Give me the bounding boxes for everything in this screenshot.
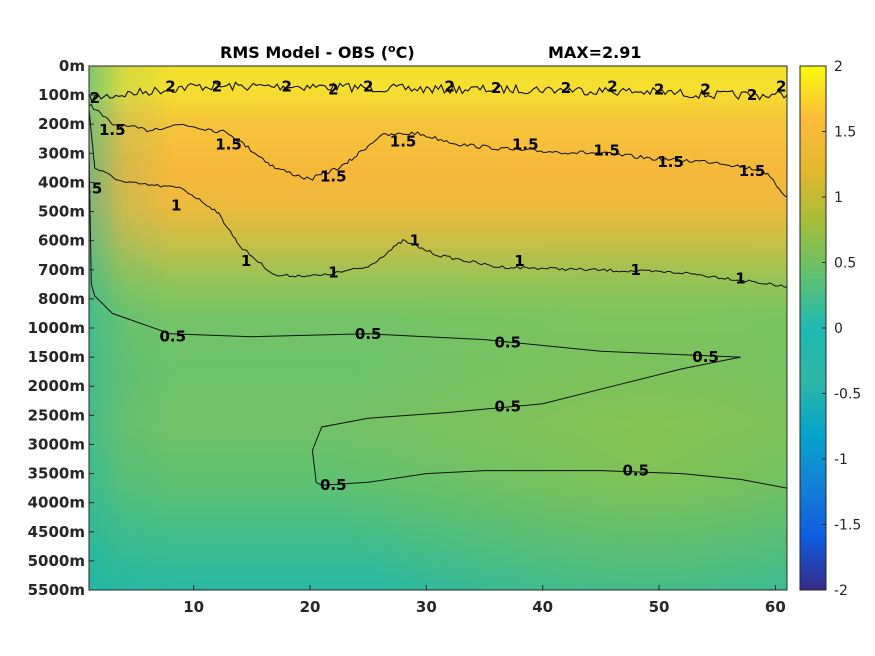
contour-line-1-5 xyxy=(89,103,787,198)
y-tick-label: 3500m xyxy=(28,465,85,483)
contour-label: 0.5 xyxy=(355,325,382,343)
deep-warm-patch xyxy=(89,66,787,590)
contour-label: 1 xyxy=(241,252,251,270)
contour-label: 1.5 xyxy=(99,121,126,139)
x-tick-label: 40 xyxy=(532,598,553,616)
colorbar-tick-label: -2 xyxy=(834,583,848,599)
contour-line-0-5 xyxy=(311,356,741,483)
contour-label: 2 xyxy=(654,80,664,98)
x-tick-label: 60 xyxy=(765,598,786,616)
contour-label: 1.5 xyxy=(593,141,620,159)
y-tick-label: 700m xyxy=(38,261,85,279)
heatmap-field: 2 2 2 2 2 2 2 2 2 2 2 2 2 2 1.5 1.5 1.5 1.5 1.5 1.5 1.5 1.5 1 1… xyxy=(76,66,787,590)
contour-label: 2 xyxy=(282,77,292,95)
colorbar-tick-label: 1 xyxy=(834,190,843,206)
y-tick-label: 500m xyxy=(38,203,85,221)
contour-label: 2 xyxy=(491,79,501,97)
contour-label: 0.5 xyxy=(159,328,186,346)
contour-label: 2 xyxy=(607,77,617,95)
contour-label: 2 xyxy=(747,86,757,104)
y-tick-label: 0m xyxy=(59,57,85,75)
contour-label: 2 xyxy=(700,80,710,98)
colorbar xyxy=(800,66,826,590)
y-tick-label: 3000m xyxy=(28,435,85,453)
contour-label: 2 xyxy=(776,77,786,95)
contour-label: 2 xyxy=(212,77,222,95)
x-axis-ticks: 10 20 30 40 50 60 xyxy=(183,585,786,616)
contour-label: 1.5 xyxy=(390,133,417,151)
contour-label: 1 xyxy=(631,261,641,279)
y-tick-label: 2500m xyxy=(28,406,85,424)
colorbar-tick-label: -1.5 xyxy=(834,518,861,534)
contour-line-2 xyxy=(89,81,787,103)
y-tick-label: 5500m xyxy=(28,581,85,599)
colorbar-tick-label: -0.5 xyxy=(834,387,861,403)
contour-label: 1.5 xyxy=(739,162,766,180)
contour-label: 0.5 xyxy=(692,348,719,366)
chart-title: RMS Model - OBS (oC) xyxy=(220,42,415,62)
contour-label: 0.5 xyxy=(495,334,522,352)
contour-label: 1 xyxy=(410,232,420,250)
colorbar-tick-label: 0.5 xyxy=(834,256,856,272)
colorbar-ticks: 2 1.5 1 0.5 0 -0.5 -1 -1.5 -2 xyxy=(822,59,861,599)
x-tick-label: 20 xyxy=(300,598,321,616)
contour-label: 1.5 xyxy=(215,136,242,154)
x-tick-label: 50 xyxy=(649,598,670,616)
contour-line-1 xyxy=(89,108,787,288)
contour-label: 1 xyxy=(514,252,524,270)
contour-line-0-5 xyxy=(89,153,741,358)
y-axis-ticks: 0m 100m 200m 300m 400m 500m 600m 700m 800m 1000m 1… xyxy=(28,57,94,599)
contour-label: 1.5 xyxy=(320,168,347,186)
contour-label: 2 xyxy=(363,77,373,95)
contour-label: 1.5 xyxy=(512,136,539,154)
contour-line-0-5 xyxy=(315,470,787,489)
y-tick-label: 4000m xyxy=(28,494,85,512)
contour-label: 1 xyxy=(328,264,338,282)
contour-label: 2 xyxy=(561,79,571,97)
contour-label: 2 xyxy=(165,77,175,95)
contour-label: 2 xyxy=(444,77,454,95)
y-tick-label: 300m xyxy=(38,144,85,162)
contour-label: 0.5 xyxy=(495,398,522,416)
y-tick-label: 200m xyxy=(38,115,85,133)
colorbar-tick-label: 1.5 xyxy=(834,125,856,141)
y-tick-label: 1000m xyxy=(28,319,85,337)
colorbar-tick-label: 2 xyxy=(834,59,843,75)
x-tick-label: 30 xyxy=(416,598,437,616)
max-label: MAX=2.91 xyxy=(548,43,642,62)
y-tick-label: 1500m xyxy=(28,348,85,366)
contour-label: 0.5 xyxy=(76,179,103,197)
contour-lines xyxy=(89,81,787,489)
y-tick-label: 4500m xyxy=(28,523,85,541)
contour-label: 1 xyxy=(171,197,181,215)
contour-label: 1 xyxy=(735,270,745,288)
contour-label: 0.5 xyxy=(320,476,347,494)
y-tick-label: 600m xyxy=(38,232,85,250)
contour-label: 2 xyxy=(328,80,338,98)
y-tick-label: 5000m xyxy=(28,552,85,570)
contour-labels: 2 2 2 2 2 2 2 2 2 2 2 2 2 2 1.5 1.5 1.5 1.5 1.5 1.5 1.5 1.5 1 1… xyxy=(76,77,786,494)
x-tick-label: 10 xyxy=(183,598,204,616)
colorbar-tick-label: 0 xyxy=(834,321,843,337)
contour-label: 2 xyxy=(90,89,100,107)
y-tick-label: 2000m xyxy=(28,377,85,395)
y-tick-label: 100m xyxy=(38,86,85,104)
contour-label: 0.5 xyxy=(622,462,649,480)
y-tick-label: 800m xyxy=(38,290,85,308)
y-tick-label: 400m xyxy=(38,173,85,191)
contour-label: 1.5 xyxy=(657,153,684,171)
colorbar-tick-label: -1 xyxy=(834,452,848,468)
